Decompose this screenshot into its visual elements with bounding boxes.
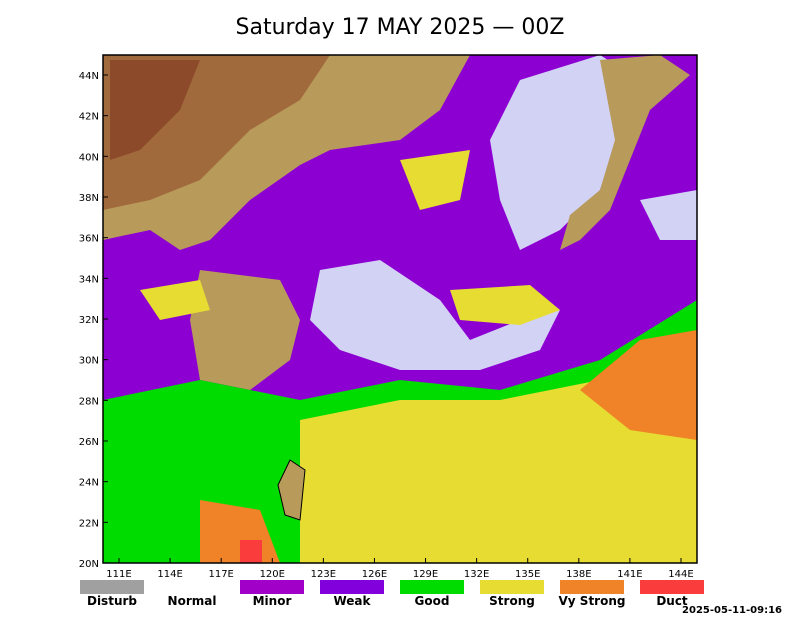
- lat-label: 38N: [79, 193, 99, 204]
- lon-label: 126E: [362, 569, 387, 580]
- lon-label: 114E: [157, 569, 182, 580]
- lat-label: 44N: [79, 71, 99, 82]
- lat-label: 42N: [79, 112, 99, 123]
- lon-label: 135E: [515, 569, 540, 580]
- axis-ticks: 44N 42N 40N 38N 36N 34N 32N 30N 28N 26N 24N 22N 20N 1…: [79, 71, 694, 580]
- map-field: [103, 55, 697, 563]
- timestamp: 2025-05-11-09:16: [682, 605, 782, 616]
- lon-label: 123E: [311, 569, 336, 580]
- lat-label: 30N: [79, 356, 99, 367]
- legend-swatch: [160, 580, 224, 594]
- lon-label: 111E: [106, 569, 131, 580]
- legend-swatch: [240, 580, 304, 594]
- lon-label: 132E: [464, 569, 489, 580]
- lat-label: 34N: [79, 274, 99, 285]
- lon-label: 144E: [668, 569, 693, 580]
- legend-swatch: [640, 580, 704, 594]
- lon-label: 138E: [566, 569, 591, 580]
- legend-label: Good: [415, 594, 450, 608]
- legend-swatch: [560, 580, 624, 594]
- legend-label: Strong: [489, 594, 535, 608]
- legend-label: Weak: [333, 594, 371, 608]
- lat-label: 22N: [79, 518, 99, 529]
- lat-label: 28N: [79, 396, 99, 407]
- lon-label: 120E: [260, 569, 285, 580]
- legend-swatch: [80, 580, 144, 594]
- lat-label: 40N: [79, 152, 99, 163]
- legend-swatch: [400, 580, 464, 594]
- lon-label: 129E: [413, 569, 438, 580]
- lat-label: 36N: [79, 234, 99, 245]
- lat-label: 24N: [79, 478, 99, 489]
- lat-label: 32N: [79, 315, 99, 326]
- legend-label: Disturb: [87, 594, 137, 608]
- legend-label: Duct: [656, 594, 688, 608]
- title: Saturday 17 MAY 2025 — 00Z: [236, 15, 565, 40]
- legend-swatch: [480, 580, 544, 594]
- legend-label: Minor: [253, 594, 292, 608]
- legend-swatch: [320, 580, 384, 594]
- lat-label: 26N: [79, 437, 99, 448]
- map-frame: [102, 54, 698, 564]
- lon-label: 141E: [617, 569, 642, 580]
- lat-label: 20N: [79, 559, 99, 570]
- legend: Disturb Normal Minor Weak Good Strong Vy Stron…: [80, 580, 704, 608]
- lon-label: 117E: [208, 569, 233, 580]
- legend-label: Vy Strong: [559, 594, 626, 608]
- legend-label: Normal: [168, 594, 217, 608]
